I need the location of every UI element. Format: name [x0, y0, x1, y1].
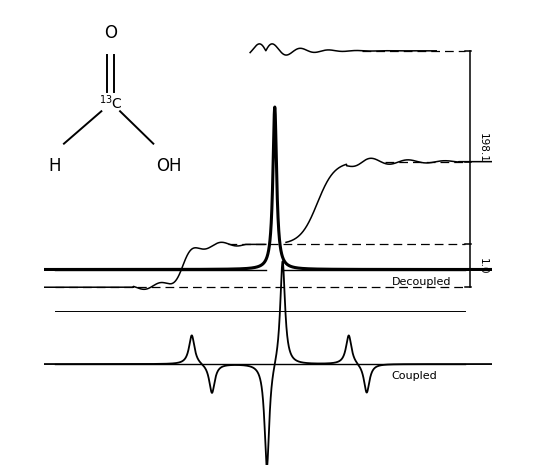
- Text: 198.1: 198.1: [478, 133, 488, 163]
- Text: OH: OH: [156, 157, 182, 175]
- Text: Coupled: Coupled: [391, 372, 437, 382]
- Text: H: H: [48, 157, 61, 175]
- Text: Decoupled: Decoupled: [391, 277, 451, 287]
- Text: O: O: [104, 24, 117, 42]
- Text: 1.0: 1.0: [478, 257, 488, 274]
- Text: $^{13}$C: $^{13}$C: [99, 94, 123, 112]
